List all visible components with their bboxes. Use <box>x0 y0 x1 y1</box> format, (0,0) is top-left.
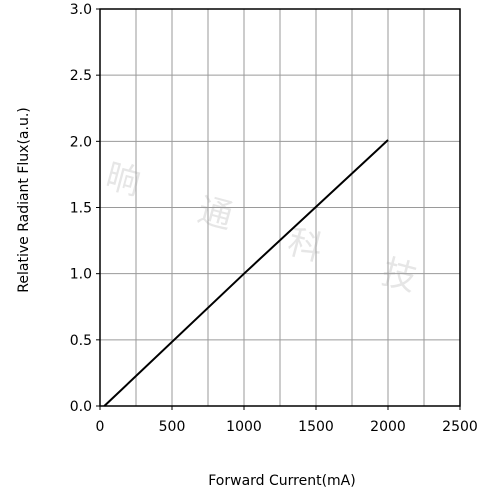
y-axis-title: Relative Radiant Flux(a.u.) <box>16 107 32 292</box>
y-tick-label: 3.0 <box>70 2 92 18</box>
y-tick-label: 2.5 <box>70 68 92 84</box>
y-tick-label: 0.0 <box>70 399 92 415</box>
watermark-char-1: 晌 <box>102 156 145 203</box>
grid <box>100 9 460 406</box>
y-tick-label: 2.0 <box>70 134 92 150</box>
x-axis-title: Forward Current(mA) <box>208 473 355 489</box>
x-tick-label: 500 <box>159 419 186 435</box>
y-axis-ticks: 0.0 0.5 1.0 1.5 2.0 2.5 3.0 <box>70 2 100 415</box>
x-tick-label: 1000 <box>226 419 262 435</box>
watermark-char-3: 科 <box>284 222 327 269</box>
watermark-char-4: 技 <box>378 252 421 299</box>
x-axis-ticks: 0 500 1000 1500 2000 2500 <box>96 406 478 435</box>
watermark: 晌 通 科 技 <box>102 156 421 299</box>
x-tick-label: 2000 <box>370 419 406 435</box>
series-line-1 <box>103 139 389 407</box>
x-tick-label: 2500 <box>442 419 478 435</box>
y-tick-label: 0.5 <box>70 333 92 349</box>
x-tick-label: 1500 <box>298 419 334 435</box>
y-tick-label: 1.0 <box>70 267 92 283</box>
y-tick-label: 1.5 <box>70 201 92 217</box>
watermark-char-2: 通 <box>194 190 237 237</box>
x-tick-label: 0 <box>96 419 105 435</box>
series-layer <box>103 139 389 407</box>
